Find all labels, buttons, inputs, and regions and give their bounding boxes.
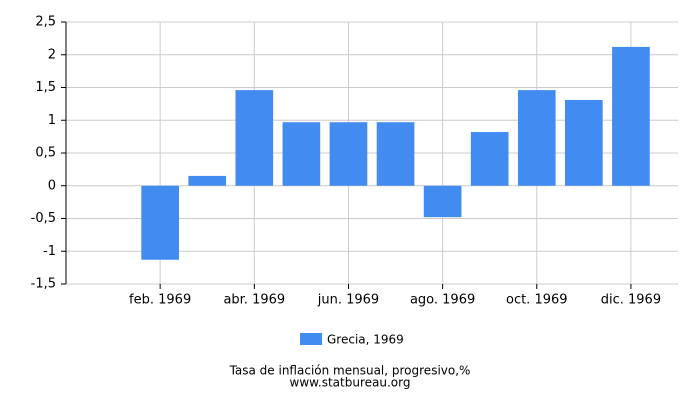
x-tick-label: feb. 1969 — [129, 293, 191, 308]
y-tick-label: 2,5 — [35, 15, 56, 30]
bar — [565, 99, 603, 186]
bar — [612, 46, 650, 186]
bar — [470, 132, 509, 186]
x-tick-label: ago. 1969 — [410, 293, 475, 308]
y-tick-label: 1,5 — [35, 80, 56, 95]
chart-subtitle: www.statbureau.org — [290, 376, 411, 390]
legend-label: Grecia, 1969 — [327, 333, 404, 347]
bar — [517, 90, 556, 186]
y-tick-label: 0,5 — [35, 146, 56, 161]
bar — [282, 122, 321, 186]
bar — [235, 90, 274, 186]
x-tick-label: oct. 1969 — [506, 293, 568, 308]
bar — [188, 175, 227, 186]
legend-swatch — [300, 333, 322, 345]
x-tick-label: abr. 1969 — [223, 293, 285, 308]
bar — [141, 185, 179, 260]
y-tick-label: 0 — [48, 178, 56, 193]
x-tick-label: dic. 1969 — [601, 293, 661, 308]
y-tick-label: 2 — [48, 47, 56, 62]
y-tick-label: -1 — [43, 244, 56, 259]
chart-title: Tasa de inflación mensual, progresivo,% — [229, 364, 471, 378]
bar — [423, 185, 462, 218]
bar — [329, 122, 368, 186]
bar — [376, 122, 415, 186]
x-tick-label: jun. 1969 — [317, 293, 379, 308]
y-tick-label: -0,5 — [31, 211, 56, 226]
y-tick-label: 1 — [48, 113, 56, 128]
y-tick-label: -1,5 — [31, 277, 56, 292]
